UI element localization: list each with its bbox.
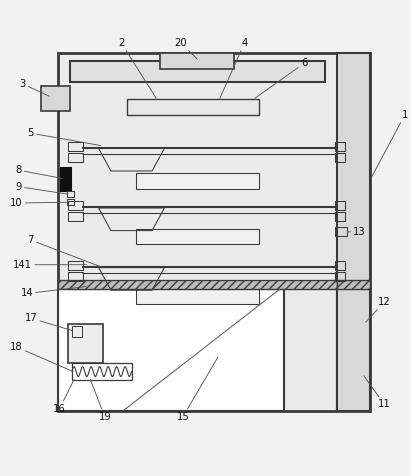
Bar xyxy=(335,261,345,270)
Bar xyxy=(335,201,345,210)
Text: 10: 10 xyxy=(10,198,67,208)
Text: 4: 4 xyxy=(220,38,248,98)
Bar xyxy=(68,261,83,270)
Bar xyxy=(335,227,347,236)
Bar xyxy=(68,212,83,221)
Text: 17: 17 xyxy=(24,313,72,330)
Bar xyxy=(41,86,70,110)
Text: 16: 16 xyxy=(53,380,74,414)
Bar xyxy=(136,228,259,244)
Bar xyxy=(160,53,234,69)
Text: 15: 15 xyxy=(176,357,218,422)
Text: 5: 5 xyxy=(28,128,101,146)
Bar xyxy=(335,272,345,281)
Text: 7: 7 xyxy=(28,235,101,267)
Bar xyxy=(67,191,74,197)
Bar xyxy=(68,324,103,363)
Bar xyxy=(68,152,83,161)
Bar xyxy=(337,280,370,289)
Bar xyxy=(127,99,259,115)
Text: 13: 13 xyxy=(347,227,366,237)
Text: 11: 11 xyxy=(364,376,391,409)
Bar xyxy=(136,288,259,304)
Bar xyxy=(58,53,370,411)
Text: 1: 1 xyxy=(372,109,408,176)
Text: 141: 141 xyxy=(13,260,86,270)
Bar xyxy=(337,289,370,411)
Text: 12: 12 xyxy=(366,297,391,322)
Bar xyxy=(68,142,83,151)
Bar xyxy=(70,61,325,82)
Bar xyxy=(68,201,83,210)
Bar xyxy=(61,168,71,191)
Text: 8: 8 xyxy=(15,165,62,178)
Text: 18: 18 xyxy=(10,342,73,372)
Bar xyxy=(335,152,345,161)
Bar xyxy=(82,82,337,288)
Text: 2: 2 xyxy=(118,38,156,98)
Text: 14: 14 xyxy=(21,287,86,298)
Bar xyxy=(58,289,284,411)
Bar xyxy=(72,327,82,337)
Text: 9: 9 xyxy=(15,182,67,194)
Bar xyxy=(58,280,337,289)
Text: 3: 3 xyxy=(19,79,49,96)
Bar xyxy=(335,212,345,221)
Text: 6: 6 xyxy=(255,59,307,98)
Bar xyxy=(68,272,83,281)
Bar xyxy=(67,199,74,205)
Bar xyxy=(72,363,132,380)
Bar xyxy=(136,173,259,188)
Bar xyxy=(337,53,370,411)
Text: 19: 19 xyxy=(90,380,111,422)
Bar xyxy=(335,142,345,151)
Text: 20: 20 xyxy=(175,38,197,59)
